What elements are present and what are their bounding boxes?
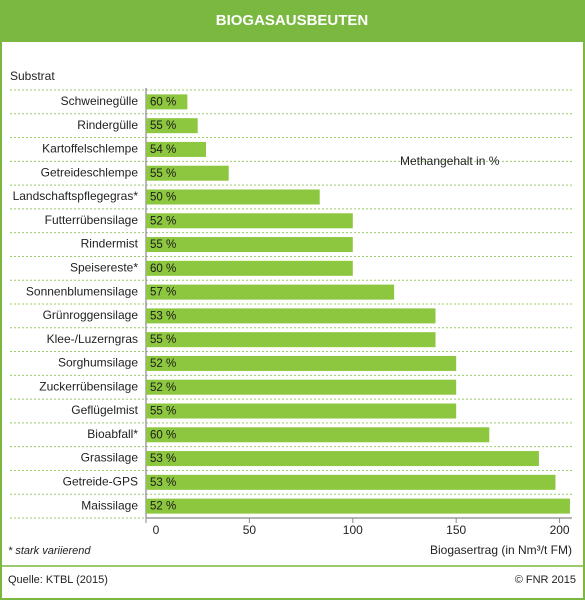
category-label: Sonnenblumensilage [26,284,138,298]
methane-label: 60 % [150,263,176,275]
category-label: Geflügelmist [71,403,138,417]
category-label: Zuckerrübensilage [39,379,138,393]
methane-label: 55 % [150,168,176,180]
x-tick-label: 150 [446,523,466,537]
bar [146,94,188,110]
source: Quelle: KTBL (2015) [8,574,108,586]
x-tick-label: 50 [243,523,257,537]
methane-label: 60 % [150,429,176,441]
bar [146,260,353,276]
methane-label: 55 % [150,120,176,132]
category-label: Kartoffelschlempe [42,142,138,156]
methane-label: 52 % [150,358,176,370]
bar [146,237,353,253]
bar [146,165,229,181]
methane-label: 53 % [150,477,176,489]
methane-label: 57 % [150,287,176,299]
methane-label: 55 % [150,334,176,346]
bar [146,427,490,443]
category-label: Maissilage [81,498,138,512]
methane-label: 52 % [150,215,176,227]
footnote: * stark variierend [8,545,91,557]
y-axis-label: Substrat [10,69,55,83]
bar [146,451,539,467]
bar [146,213,353,229]
category-label: Sorghumsilage [58,356,138,370]
x-tick-label: 0 [153,523,160,537]
chart-title: BIOGASAUSBEUTEN [216,12,369,29]
methane-label: 53 % [150,310,176,322]
category-label: Klee-/Luzerngras [47,332,138,346]
methane-legend: Methangehalt in % [400,154,500,168]
bar [146,118,198,134]
copyright: © FNR 2015 [515,574,576,586]
category-label: Rindermist [81,237,139,251]
category-label: Futterrübensilage [45,213,139,227]
methane-label: 54 % [150,144,176,156]
methane-label: 55 % [150,406,176,418]
bar [146,474,556,490]
methane-label: 52 % [150,501,176,513]
header [0,0,585,42]
category-label: Grassilage [81,451,139,465]
category-label: Getreide-GPS [63,475,138,489]
x-tick-label: 100 [343,523,363,537]
bar [146,189,320,205]
bar [146,308,436,324]
x-tick-label: 200 [550,523,570,537]
category-label: Speisereste* [70,261,138,275]
bar [146,141,206,157]
methane-label: 53 % [150,453,176,465]
category-label: Landschaftspflegegras* [13,189,139,203]
x-axis-label: Biogasertrag (in Nm³/t FM) [430,543,572,557]
category-label: Rindergülle [77,118,138,132]
methane-label: 52 % [150,382,176,394]
category-label: Grünroggensilage [43,308,139,322]
bar [146,332,436,348]
bar [146,355,457,371]
bar [146,379,457,395]
methane-label: 55 % [150,239,176,251]
category-label: Schweinegülle [61,94,139,108]
bar [146,403,457,419]
category-label: Getreideschlempe [41,165,139,179]
bar [146,284,395,300]
bar [146,498,570,514]
methane-label: 50 % [150,192,176,204]
methane-label: 60 % [150,96,176,108]
category-label: Bioabfall* [87,427,138,441]
